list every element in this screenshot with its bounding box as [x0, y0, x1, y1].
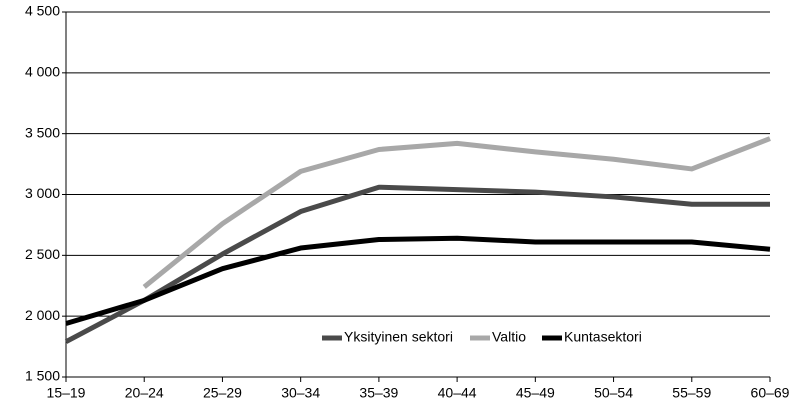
- x-tick-label: 30–34: [281, 385, 320, 401]
- x-tick-label: 25–29: [203, 385, 242, 401]
- series-line: [65, 235, 771, 326]
- series-line: [142, 136, 771, 289]
- y-tick-label: 2 000: [25, 307, 60, 323]
- legend-label: Valtio: [492, 329, 526, 345]
- x-tick-label: 15–19: [47, 385, 86, 401]
- x-tick-label: 50–54: [594, 385, 633, 401]
- y-tick-label: 3 000: [25, 185, 60, 201]
- y-tick-label: 4 500: [25, 3, 60, 19]
- legend-label: Yksityinen sektori: [344, 329, 453, 345]
- y-tick-label: 1 500: [25, 368, 60, 384]
- x-tick-label: 55–59: [672, 385, 711, 401]
- y-tick-label: 2 500: [25, 246, 60, 262]
- y-tick-label: 4 000: [25, 64, 60, 80]
- series-line: [64, 184, 770, 344]
- x-tick-label: 45–49: [516, 385, 555, 401]
- x-tick-label: 35–39: [359, 385, 398, 401]
- x-tick-label: 20–24: [125, 385, 164, 401]
- legend-label: Kuntasektori: [564, 329, 642, 345]
- y-tick-label: 3 500: [25, 124, 60, 140]
- x-tick-label: 40–44: [438, 385, 477, 401]
- x-tick-label: 60–69: [751, 385, 790, 401]
